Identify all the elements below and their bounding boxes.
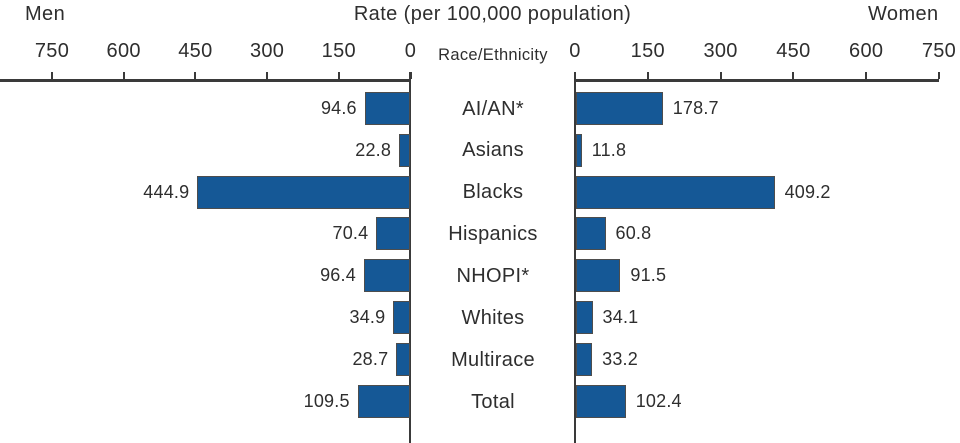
men-axis-tick [122,72,125,79]
men-bar [376,217,410,251]
category-label: Blacks [462,181,524,204]
women-value-label: 102.4 [635,391,682,411]
women-axis-tick-label: 0 [569,40,581,62]
men-axis-line [0,79,411,82]
women-bar [576,91,663,125]
women-axis-tick [865,72,868,79]
women-axis-tick [792,72,795,79]
women-axis-tick [937,72,940,79]
category-label: NHOPI* [456,265,530,288]
women-axis-tick [646,72,649,79]
men-axis-tick-label: 600 [106,40,141,62]
men-axis-tick-label: 300 [249,40,285,62]
men-bar [357,385,410,418]
women-value-label: 34.1 [602,307,639,328]
women-axis-tick-label: 150 [630,40,665,62]
race-ethnicity-axis-label: Race/Ethnicity [438,46,548,64]
women-bar [576,133,582,167]
men-axis-tick-label: 450 [178,40,213,62]
men-axis-tick-label: 0 [404,40,417,62]
men-bar [363,259,410,293]
women-axis-tick-label: 600 [849,40,884,62]
men-zero-baseline [409,72,411,443]
category-label: Asians [462,139,524,162]
women-bar [576,385,626,418]
women-value-label: 178.7 [672,97,719,118]
category-label: Multirace [451,348,535,371]
men-axis-tick [409,72,412,79]
men-value-label: 70.4 [332,223,369,244]
women-axis-tick [719,72,722,79]
men-value-label: 96.4 [320,265,356,286]
women-axis-line [574,79,939,82]
women-bar [576,175,775,209]
men-value-label: 109.5 [303,391,350,411]
men-axis-tick [266,72,269,79]
category-label: Total [471,390,515,413]
men-side-title: Men [25,3,66,25]
category-label: Hispanics [448,223,538,246]
men-bar [393,301,410,335]
women-value-label: 91.5 [630,265,667,286]
women-axis-tick-label: 450 [776,40,811,62]
category-label: AI/AN* [462,97,524,120]
category-label: Whites [461,307,525,329]
women-bar [576,217,606,251]
men-axis-tick-label: 750 [34,40,70,62]
men-bar [197,175,410,209]
women-value-label: 11.8 [591,139,627,160]
men-value-label: 94.6 [320,97,357,118]
women-bar [576,343,593,377]
men-bar [399,133,410,167]
chart-title: Rate (per 100,000 population) [353,3,632,25]
men-bar [364,91,410,125]
women-side-title: Women [868,3,939,25]
women-zero-baseline [574,72,576,443]
men-axis-tick [337,72,340,79]
women-axis-tick [574,72,576,79]
men-value-label: 28.7 [352,349,389,370]
women-axis-tick-label: 300 [703,40,738,62]
men-value-label: 22.8 [355,139,392,160]
women-bar [576,301,593,335]
women-value-label: 409.2 [784,181,831,202]
women-value-label: 60.8 [615,223,652,244]
women-axis-tick-label: 750 [921,40,957,62]
men-value-label: 34.9 [349,307,386,328]
women-value-label: 33.2 [602,349,638,370]
women-bar [576,259,621,293]
men-bar [396,343,410,377]
men-axis-tick [194,72,197,79]
men-value-label: 444.9 [143,181,190,202]
men-axis-tick [51,72,53,79]
men-axis-tick-label: 150 [321,40,356,62]
